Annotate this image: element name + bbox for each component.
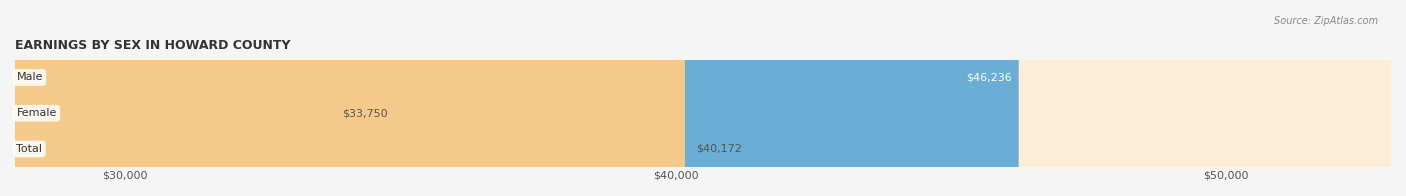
FancyBboxPatch shape: [0, 0, 456, 196]
FancyBboxPatch shape: [15, 0, 1391, 196]
FancyBboxPatch shape: [15, 0, 1391, 196]
Text: $33,750: $33,750: [343, 108, 388, 118]
Text: $46,236: $46,236: [966, 73, 1012, 83]
Text: Male: Male: [17, 73, 42, 83]
Text: Total: Total: [17, 144, 42, 154]
FancyBboxPatch shape: [15, 0, 1019, 196]
FancyBboxPatch shape: [15, 0, 685, 196]
Text: $40,172: $40,172: [696, 144, 742, 154]
Text: Source: ZipAtlas.com: Source: ZipAtlas.com: [1274, 16, 1378, 26]
Text: Female: Female: [17, 108, 56, 118]
Text: EARNINGS BY SEX IN HOWARD COUNTY: EARNINGS BY SEX IN HOWARD COUNTY: [15, 39, 291, 52]
FancyBboxPatch shape: [15, 0, 1391, 196]
